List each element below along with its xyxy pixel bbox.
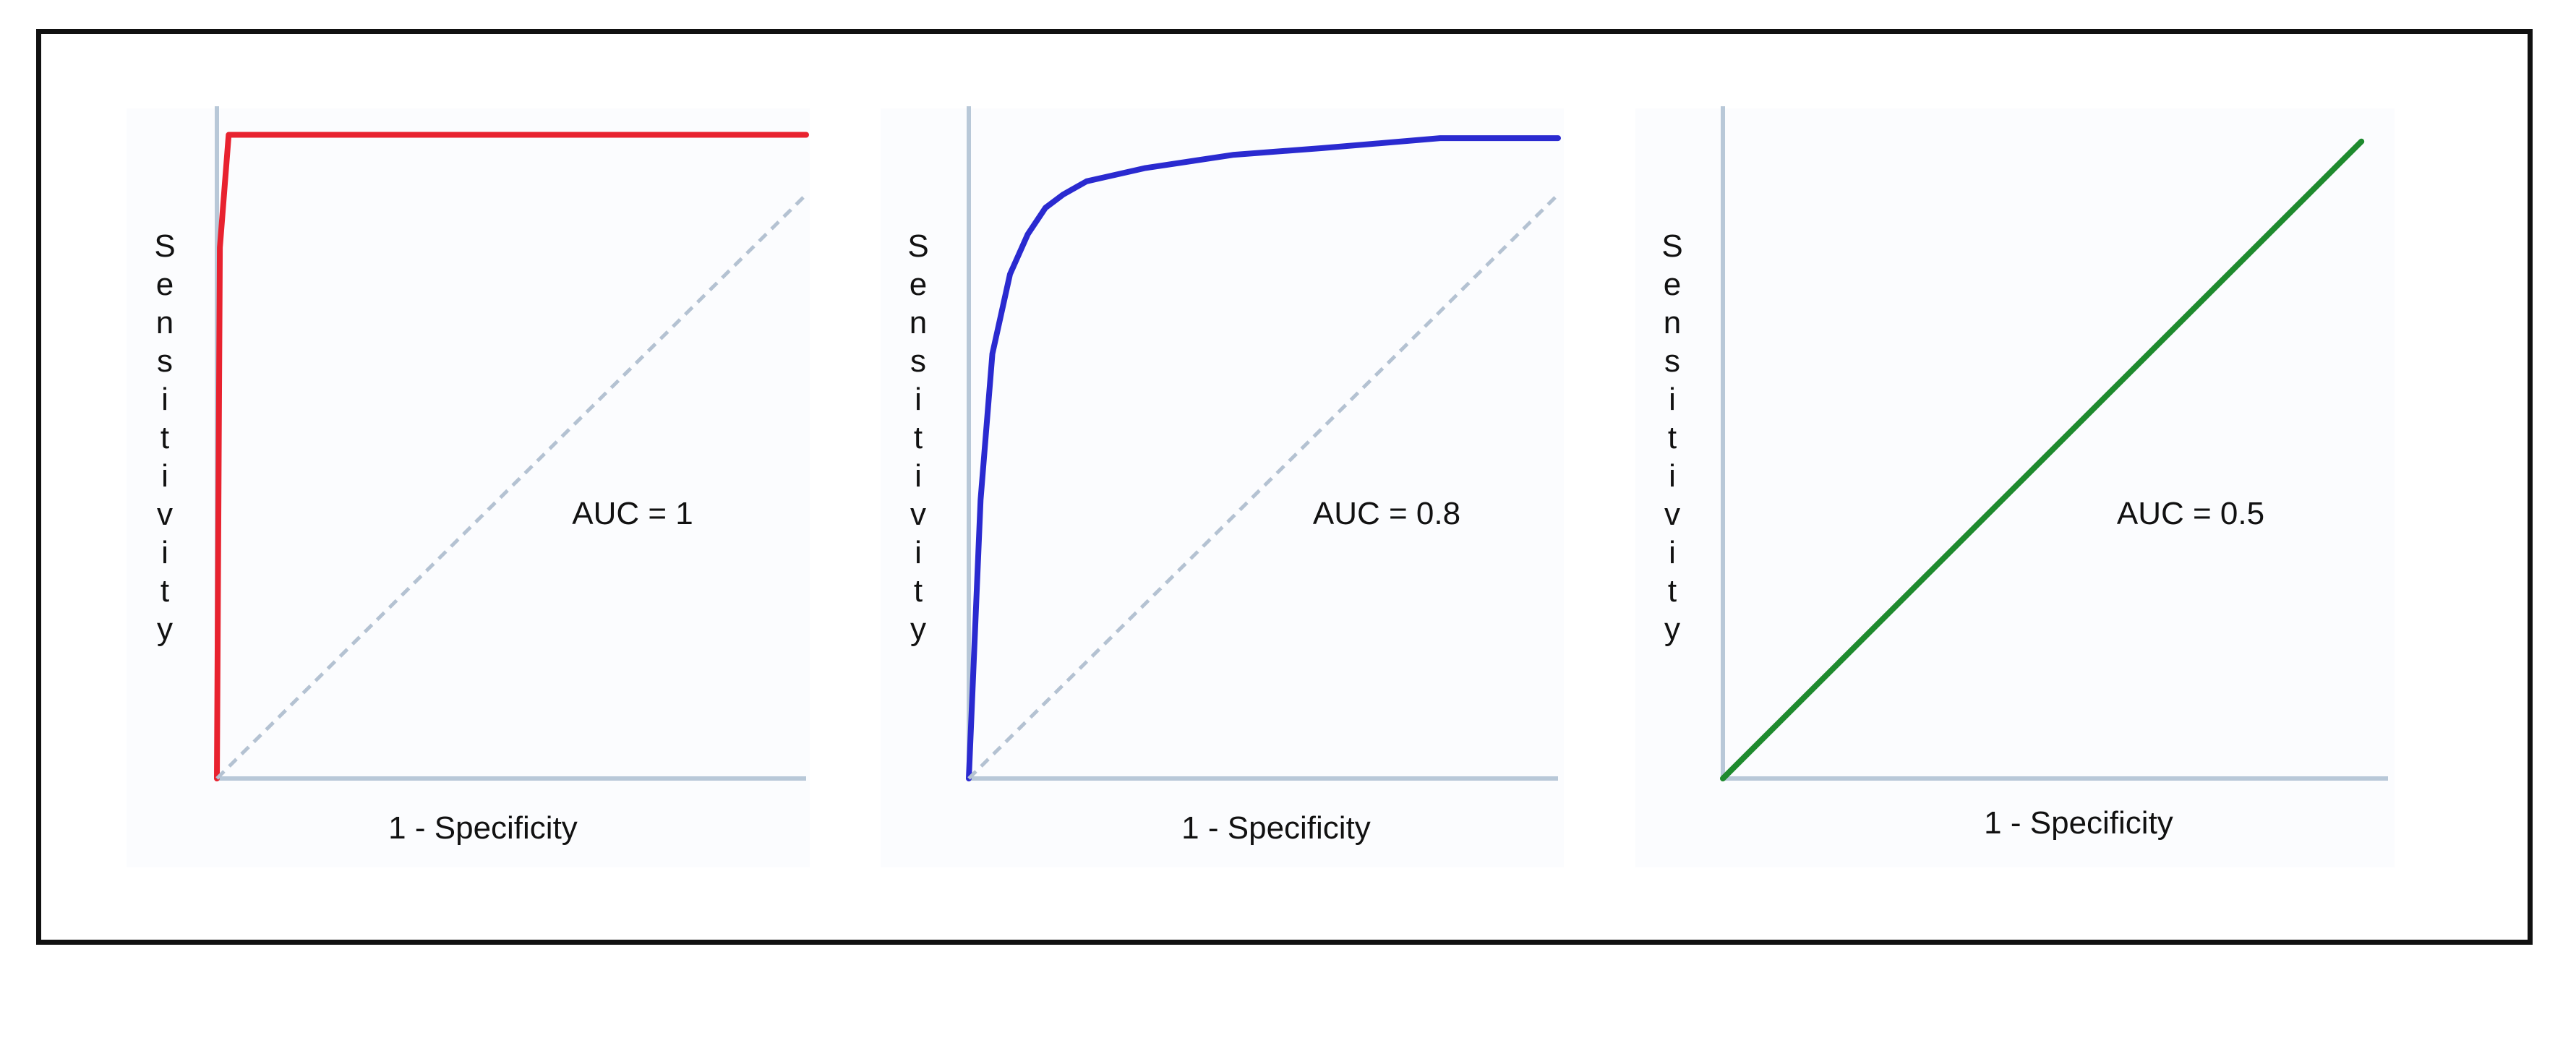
plot-panel-2 [881, 108, 1564, 867]
y-axis-label-char: v [910, 497, 926, 532]
y-axis-label-char: e [910, 267, 927, 302]
y-axis-label-char: i [915, 458, 922, 494]
y-axis-label-char: i [1669, 458, 1676, 494]
plot-panel-1 [127, 108, 810, 867]
y-axis-label-char: t [914, 573, 923, 609]
y-axis-label-char: t [161, 573, 169, 609]
y-axis-label-char: n [156, 305, 174, 340]
y-axis-label-char: i [1669, 535, 1676, 570]
y-axis-label-char: i [161, 458, 168, 494]
y-axis-label-char: n [1664, 305, 1681, 340]
y-axis-label-char: t [914, 420, 923, 455]
y-axis-label-char: i [161, 535, 168, 570]
y-axis-label-char: e [156, 267, 174, 302]
y-axis-label-char: y [157, 612, 173, 647]
y-axis-label-char: s [157, 343, 173, 379]
y-axis-label-char: S [1661, 228, 1682, 264]
y-axis-label-char: t [1668, 573, 1677, 609]
y-axis-label-char: s [1664, 343, 1680, 379]
y-axis-label-char: e [1664, 267, 1681, 302]
y-axis-label-char: s [910, 343, 926, 379]
y-axis-label-char: S [907, 228, 928, 264]
auc-annotation: AUC = 1 [572, 496, 693, 531]
y-axis-label-char: t [161, 420, 169, 455]
y-axis-label-char: S [154, 228, 175, 264]
x-axis-label: 1 - Specificity [388, 810, 578, 846]
auc-annotation: AUC = 0.8 [1313, 496, 1460, 531]
roc-curve-line [214, 132, 809, 781]
y-axis-label-char: t [1668, 420, 1677, 455]
roc-curve-line [1720, 138, 2365, 781]
y-axis-label-char: i [915, 535, 922, 570]
y-axis-label-char: v [1664, 497, 1680, 532]
y-axis-label-char: i [1669, 382, 1676, 417]
y-axis-label-char: y [1664, 612, 1680, 647]
roc-curve-line [966, 135, 1561, 781]
y-axis-label-char: y [910, 612, 926, 647]
x-axis-label: 1 - Specificity [1984, 805, 2173, 841]
y-axis-label-char: v [157, 497, 173, 532]
y-axis-label-char: n [910, 305, 927, 340]
x-axis-label: 1 - Specificity [1181, 810, 1371, 846]
y-axis-label-char: i [161, 382, 168, 417]
auc-annotation: AUC = 0.5 [2117, 496, 2264, 531]
y-axis-label-char: i [915, 382, 922, 417]
